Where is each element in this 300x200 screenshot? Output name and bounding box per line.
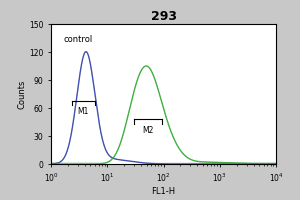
Text: control: control: [63, 35, 93, 44]
Text: M1: M1: [78, 107, 89, 116]
Text: M2: M2: [142, 126, 153, 135]
Title: 293: 293: [151, 10, 176, 23]
Y-axis label: Counts: Counts: [17, 79, 26, 109]
X-axis label: FL1-H: FL1-H: [152, 187, 176, 196]
